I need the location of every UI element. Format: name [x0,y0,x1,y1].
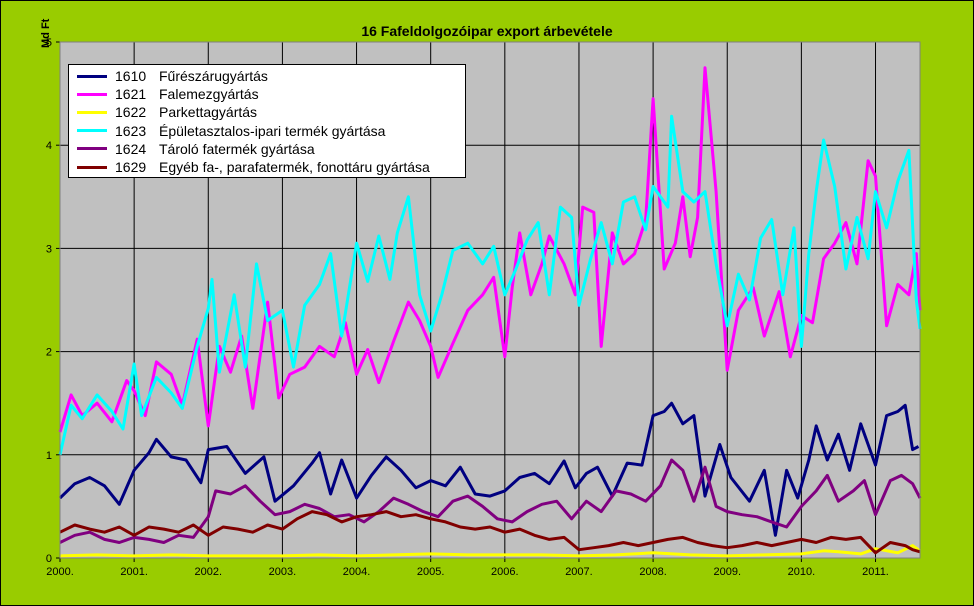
legend-item: 1610 Fűrészárugyártás [77,67,465,85]
y-tick-label: 0 [46,553,52,565]
legend-label: Falemezgyártás [159,86,259,103]
y-tick-label: 5 [46,37,52,49]
series-line-1623 [58,114,922,456]
chart-title: 16 Fafeldolgozóipar export árbevétele [361,23,613,39]
series-line-1624 [59,458,922,544]
series-line-1610 [58,401,920,537]
legend-item: 1623 Épületasztalos-ipari termék gyártása [77,122,465,140]
y-tick-label: 4 [46,140,52,152]
axes: 0 1 2 3 4 5 2000. 2001. 2002. 2003. 2004. 2005. 2006… [46,37,921,578]
legend-label: Egyéb fa-, parafatermék, fonottáru gyárt… [159,159,430,176]
legend-code: 1624 [115,140,147,157]
x-tick-label: 2007. [565,566,593,578]
legend-item: 1624 Tároló fatermék gyártása [77,140,465,158]
legend-code: 1622 [115,104,147,121]
y-axis-label: Md Ft [40,18,52,48]
legend-code: 1610 [115,68,147,85]
legend-swatch [77,129,107,133]
y-tick-label: 2 [46,347,52,359]
legend: 1610 Fűrészárugyártás 1621 Falemezgyártás … [68,64,466,178]
legend-code: 1621 [115,86,147,103]
y-tick-label: 3 [46,243,52,255]
x-tick-label: 2003. [269,566,297,578]
legend-swatch [77,74,107,78]
x-tick-label: 2004. [343,566,371,578]
series-lines [58,66,922,558]
legend-item: 1629 Egyéb fa-, parafatermék, fonottáru g… [77,158,465,176]
x-tick-label: 2011. [862,566,889,578]
series-line-1629 [59,510,921,555]
x-tick-label: 2002. [195,566,223,578]
legend-swatch [77,110,107,114]
plot-border [59,41,921,559]
x-tick-label: 2008. [639,566,667,578]
legend-code: 1623 [115,122,147,139]
legend-swatch [77,165,107,169]
series-line-1622 [59,544,921,558]
x-tick-label: 2010. [788,566,816,578]
legend-swatch [77,147,107,151]
x-tick-label: 2001. [120,566,148,578]
x-tick-label: 2000. [46,566,74,578]
x-tick-label: 2005. [417,566,445,578]
legend-label: Parkettagyártás [159,104,258,121]
legend-swatch [77,92,107,96]
legend-item: 1622 Parkettagyártás [77,103,465,121]
legend-item: 1621 Falemezgyártás [77,85,465,103]
y-tick-label: 1 [46,450,52,462]
legend-label: Tároló fatermék gyártása [159,140,315,157]
legend-label: Épületasztalos-ipari termék gyártása [159,122,386,139]
legend-code: 1629 [115,159,147,176]
x-tick-label: 2009. [713,566,741,578]
legend-label: Fűrészárugyártás [159,68,268,85]
x-tick-label: 2006. [491,566,519,578]
